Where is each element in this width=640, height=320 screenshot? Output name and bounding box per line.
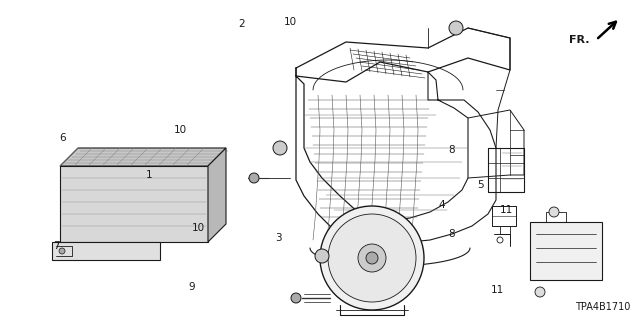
Circle shape bbox=[315, 249, 329, 263]
Text: 10: 10 bbox=[191, 223, 205, 233]
Circle shape bbox=[291, 293, 301, 303]
Circle shape bbox=[366, 252, 378, 264]
Text: 7: 7 bbox=[52, 241, 60, 251]
Bar bbox=[530, 222, 602, 280]
Text: 9: 9 bbox=[189, 282, 195, 292]
Circle shape bbox=[320, 206, 424, 310]
Text: 4: 4 bbox=[438, 200, 445, 210]
Circle shape bbox=[59, 248, 65, 254]
Text: 8: 8 bbox=[449, 229, 455, 239]
Polygon shape bbox=[60, 148, 226, 166]
Text: 2: 2 bbox=[239, 19, 245, 29]
Text: 3: 3 bbox=[275, 233, 282, 243]
Text: 11: 11 bbox=[490, 285, 504, 295]
Text: TPA4B1710: TPA4B1710 bbox=[575, 302, 630, 312]
Circle shape bbox=[249, 173, 259, 183]
Text: 8: 8 bbox=[449, 145, 455, 155]
Circle shape bbox=[358, 244, 386, 272]
Text: 1: 1 bbox=[146, 170, 152, 180]
Circle shape bbox=[449, 21, 463, 35]
Circle shape bbox=[549, 207, 559, 217]
Circle shape bbox=[273, 141, 287, 155]
Polygon shape bbox=[60, 166, 208, 242]
Text: 6: 6 bbox=[60, 133, 67, 143]
Polygon shape bbox=[208, 148, 226, 242]
Text: 10: 10 bbox=[173, 125, 187, 135]
Text: 10: 10 bbox=[284, 17, 296, 27]
Text: 11: 11 bbox=[499, 205, 513, 215]
Text: 5: 5 bbox=[477, 180, 483, 190]
Bar bbox=[52, 242, 160, 260]
Text: FR.: FR. bbox=[570, 35, 590, 45]
Circle shape bbox=[328, 214, 416, 302]
Circle shape bbox=[535, 287, 545, 297]
